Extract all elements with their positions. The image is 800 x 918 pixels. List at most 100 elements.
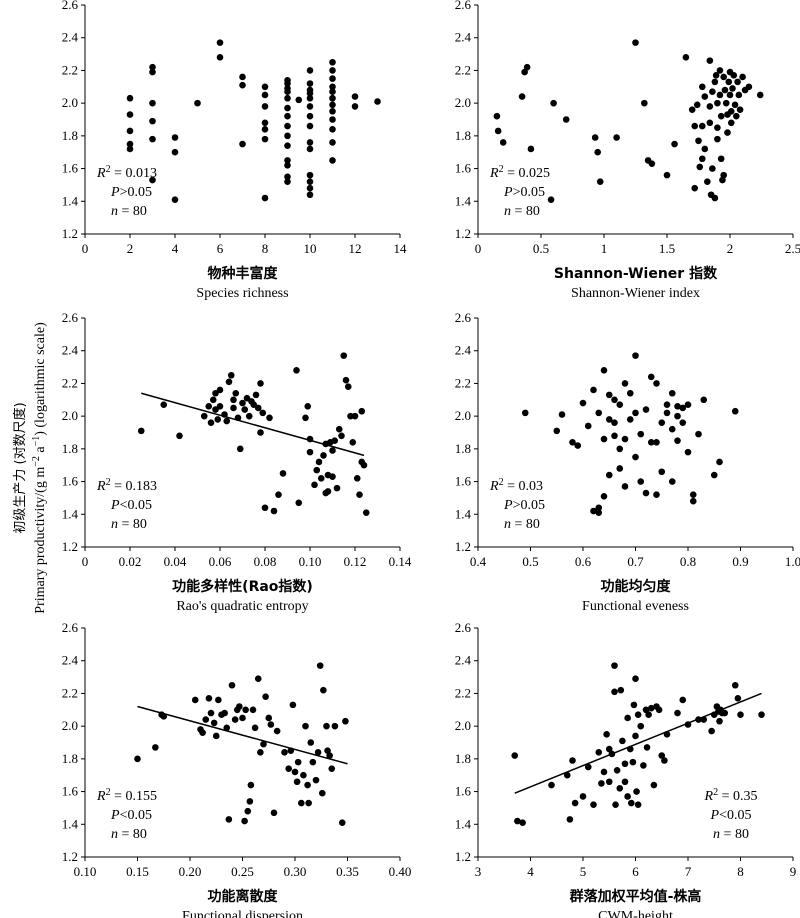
x-tick-label: 0.5 (533, 241, 549, 256)
data-point (726, 91, 734, 99)
data-point (247, 781, 255, 789)
data-point (281, 749, 288, 756)
data-point (548, 781, 555, 789)
data-point (241, 817, 248, 825)
data-point (621, 760, 629, 768)
data-point (284, 162, 291, 169)
y-tick-label: 1.8 (62, 441, 78, 456)
data-point (329, 447, 336, 454)
data-point (674, 709, 681, 717)
x-tick-label: 1 (601, 241, 608, 256)
data-point (727, 119, 735, 127)
x-axis-title-cn: 物种丰富度 (208, 265, 279, 282)
data-point (595, 504, 603, 512)
data-point (739, 73, 746, 81)
data-point (329, 75, 336, 82)
data-point (210, 719, 218, 727)
data-point (562, 116, 570, 123)
data-point (257, 749, 264, 756)
x-tick-label: 0.04 (164, 554, 187, 569)
data-point (527, 145, 535, 153)
data-point (209, 396, 217, 404)
x-tick-label: 8 (737, 864, 744, 879)
data-point (710, 471, 718, 479)
data-point (314, 749, 322, 756)
data-point (249, 706, 257, 714)
data-point (353, 475, 361, 482)
data-point (616, 445, 624, 453)
data-point (611, 432, 618, 440)
data-point (260, 740, 267, 748)
data-point (126, 127, 134, 135)
y-tick-label: 2.4 (455, 30, 472, 45)
data-point (239, 81, 246, 89)
y-tick-label: 1.4 (62, 816, 79, 831)
y-tick-label: 2.6 (455, 0, 472, 12)
data-point (584, 763, 592, 771)
data-point (254, 404, 262, 412)
data-point (320, 452, 327, 459)
data-point (306, 178, 314, 185)
data-point (720, 73, 727, 81)
data-point (725, 78, 733, 86)
data-point (716, 717, 723, 725)
data-point (306, 145, 314, 153)
data-point (215, 696, 222, 704)
stat-p: P<0.05 (110, 808, 152, 823)
data-point (338, 432, 345, 440)
data-point (632, 39, 639, 46)
data-point (149, 176, 156, 184)
data-point (320, 686, 327, 694)
data-point (634, 801, 642, 808)
data-point (149, 117, 156, 125)
y-tick-label: 1.4 (455, 506, 472, 521)
data-point (621, 435, 629, 443)
data-point (689, 497, 697, 505)
data-point (663, 409, 671, 417)
data-point (212, 732, 220, 740)
data-point (316, 662, 324, 669)
data-point (331, 437, 339, 444)
y-tick-label: 2.4 (62, 30, 79, 45)
data-point (600, 367, 608, 374)
data-point (300, 771, 307, 779)
data-point (126, 145, 134, 153)
data-point (612, 801, 619, 808)
data-point (624, 793, 631, 800)
data-point (688, 106, 696, 113)
data-point (735, 91, 743, 99)
y-tick-label: 1.4 (62, 193, 79, 208)
data-point (595, 409, 603, 417)
data-point (663, 401, 671, 408)
data-point (259, 409, 267, 417)
data-point (351, 93, 359, 100)
data-point (149, 99, 156, 107)
data-point (329, 139, 336, 146)
data-point (265, 714, 273, 722)
scatter-panel-5: 1.2 1.4 1.6 1.8 2.0 2.2 2.4 2.6 0.10 0.15 0.20 0.25… (62, 620, 412, 918)
data-point (600, 435, 608, 443)
y-tick-label: 1.6 (62, 474, 79, 489)
data-point (225, 816, 233, 823)
x-axis-title: Functional dispersion (182, 909, 303, 918)
y-tick-label: 1.8 (62, 751, 78, 766)
stat-n: n = 80 (713, 827, 749, 842)
panels-group: 1.21.41.61.82.02.22.42.60 2 4 6 8 10 12 14物种丰富度… (62, 0, 800, 918)
data-point (519, 819, 526, 826)
x-tick-label: 0.10 (74, 864, 97, 879)
data-point (621, 778, 629, 786)
data-point (329, 67, 336, 74)
data-point (553, 427, 561, 435)
data-point (239, 714, 246, 722)
data-point (329, 157, 336, 164)
data-point (323, 722, 330, 730)
data-point (191, 696, 199, 704)
x-tick-label: 0 (82, 241, 89, 256)
data-point (674, 403, 681, 410)
data-point (733, 112, 740, 120)
data-point (714, 135, 721, 143)
data-point (306, 448, 314, 456)
data-point (605, 416, 613, 423)
data-point (244, 807, 252, 815)
x-axis-title: Species richness (196, 286, 288, 301)
